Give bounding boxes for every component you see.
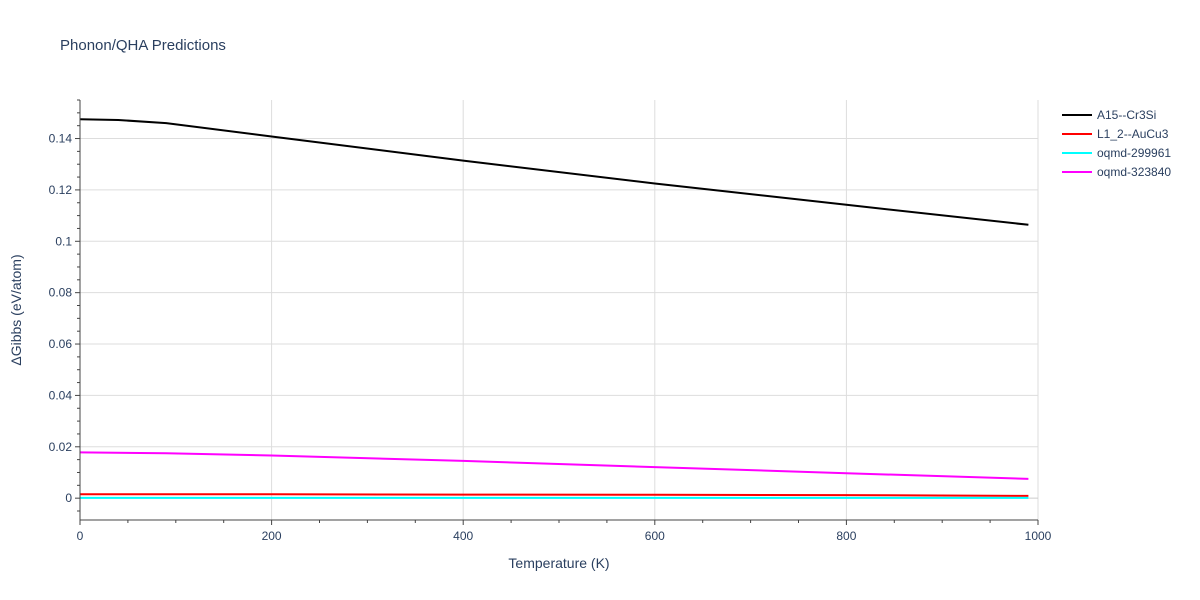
legend-label: oqmd-323840 xyxy=(1097,165,1171,179)
x-tick-label: 400 xyxy=(453,529,473,543)
x-tick-label: 1000 xyxy=(1025,529,1052,543)
x-tick-label: 800 xyxy=(836,529,856,543)
grid-lines xyxy=(80,100,1039,520)
x-tick-label: 200 xyxy=(262,529,282,543)
x-tick-label: 0 xyxy=(77,529,84,543)
legend-label: A15--Cr3Si xyxy=(1097,108,1156,122)
series-lines xyxy=(79,118,1029,499)
y-tick-label: 0.02 xyxy=(49,440,73,454)
y-axis-title: ΔGibbs (eV/atom) xyxy=(8,254,24,365)
chart-title: Phonon/QHA Predictions xyxy=(60,37,226,54)
legend-item[interactable]: L1_2--AuCu3 xyxy=(1062,127,1169,141)
legend-item[interactable]: oqmd-323840 xyxy=(1062,165,1171,179)
series-line-1 xyxy=(80,493,1029,497)
y-tick-label: 0.1 xyxy=(55,234,72,248)
legend-item[interactable]: oqmd-299961 xyxy=(1062,146,1171,160)
y-tick-label: 0.08 xyxy=(49,286,73,300)
x-axis-title: Temperature (K) xyxy=(508,555,609,571)
y-tick-label: 0 xyxy=(65,491,72,505)
x-tick-label: 600 xyxy=(645,529,665,543)
legend[interactable]: A15--Cr3Si L1_2--AuCu3 oqmd-299961 oqmd-323… xyxy=(1062,108,1171,179)
y-axis-ticks: 0 0.02 0.04 0.06 0.08 0.1 0.12 0.14 xyxy=(49,99,80,512)
legend-item[interactable]: A15--Cr3Si xyxy=(1062,108,1156,122)
y-tick-label: 0.06 xyxy=(49,337,73,351)
series-line-0 xyxy=(79,118,1029,226)
x-axis-ticks: 0 200 400 600 800 1000 xyxy=(77,520,1052,543)
y-tick-label: 0.12 xyxy=(49,183,73,197)
y-tick-label: 0.14 xyxy=(49,132,73,146)
series-line-3 xyxy=(79,451,1029,480)
axes xyxy=(79,100,1038,521)
legend-label: oqmd-299961 xyxy=(1097,146,1171,160)
y-tick-label: 0.04 xyxy=(49,388,73,402)
legend-label: L1_2--AuCu3 xyxy=(1097,127,1169,141)
